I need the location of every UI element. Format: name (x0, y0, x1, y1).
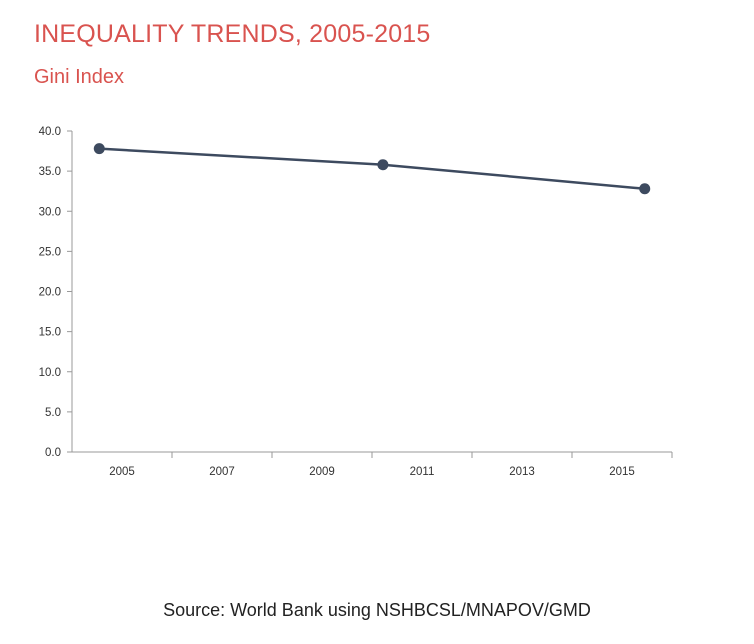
x-tick-label: 2007 (209, 466, 235, 478)
x-tick-label: 2005 (109, 466, 135, 478)
y-tick-label: 10.0 (39, 367, 61, 379)
gini-series (93, 143, 651, 195)
x-tick-label: 2009 (309, 466, 335, 478)
series-line (99, 147, 645, 191)
x-tick-label: 2015 (609, 466, 635, 478)
data-point (639, 183, 651, 195)
x-axis-tick-labels: 2005 2007 2009 2011 2013 2015 (109, 466, 635, 478)
y-axis-tick-labels: 0.0 5.0 10.0 15.0 20.0 25.0 30.0 35.0 40.0 (39, 126, 61, 459)
chart-title: INEQUALITY TRENDS, 2005-2015 (34, 20, 431, 48)
data-point (377, 159, 389, 171)
x-tick-label: 2011 (410, 466, 435, 478)
x-tick-label: 2013 (509, 466, 535, 478)
line-chart: 0.05.010.015.020.025.030.035.040.0 2005 2… (39, 126, 673, 478)
y-tick-label: 15.0 (39, 327, 61, 339)
chart-subtitle: Gini Index (34, 66, 125, 88)
y-tick-label: 35.0 (39, 166, 61, 178)
y-tick-label: 5.0 (45, 407, 61, 419)
y-tick-label: 25.0 (39, 246, 61, 258)
chart-axes (67, 130, 673, 458)
y-tick-label: 0.0 (45, 447, 61, 459)
data-point (93, 143, 105, 155)
y-tick-label: 30.0 (39, 206, 61, 218)
y-tick-label: 40.0 (39, 126, 61, 138)
source-note: Source: World Bank using NSHBCSL/MNAPOV/… (163, 600, 591, 620)
y-tick-label: 20.0 (39, 287, 61, 299)
